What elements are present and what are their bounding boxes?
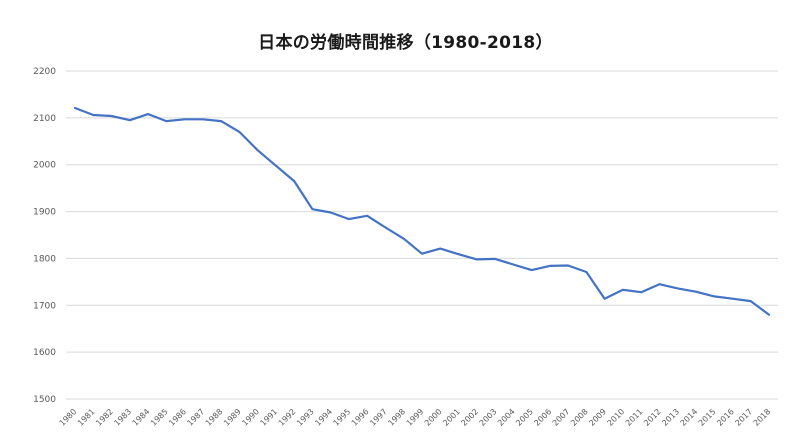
- data-point-1994: [328, 210, 333, 215]
- x-tick-label: 1989: [222, 407, 243, 428]
- x-tick-label: 2013: [660, 407, 681, 428]
- x-tick-label: 2010: [606, 407, 627, 428]
- x-tick-label: 1998: [386, 407, 407, 428]
- x-tick-label: 2008: [569, 407, 590, 428]
- data-point-1987: [200, 117, 205, 122]
- x-tick-label: 1997: [368, 407, 389, 428]
- data-point-1986: [182, 117, 187, 122]
- y-axis-ticks: 1500 1600 1700 1800 1900 2000 2100 2200: [33, 67, 56, 405]
- data-point-2010: [620, 287, 625, 292]
- x-tick-label: 2003: [478, 407, 499, 428]
- y-tick-label: 2100: [33, 114, 56, 124]
- y-tick-label: 2000: [33, 161, 56, 171]
- chart-title: 日本の労働時間推移（1980-2018）: [258, 33, 553, 53]
- x-tick-label: 1992: [277, 407, 298, 428]
- x-tick-label: 1982: [94, 407, 115, 428]
- data-point-1993: [310, 207, 315, 212]
- x-tick-label: 2002: [459, 407, 480, 428]
- data-point-2018: [767, 312, 772, 317]
- data-point-1991: [273, 163, 278, 168]
- data-point-2000: [438, 246, 443, 251]
- x-tick-label: 1996: [350, 407, 371, 428]
- x-tick-label: 2009: [587, 407, 608, 428]
- x-tick-label: 2000: [423, 407, 444, 428]
- data-point-2004: [511, 262, 516, 267]
- data-point-1988: [219, 119, 224, 124]
- x-tick-label: 1988: [204, 407, 225, 428]
- data-point-1985: [164, 119, 169, 124]
- y-tick-label: 2200: [33, 67, 56, 77]
- x-tick-label: 1985: [149, 407, 170, 428]
- x-axis-ticks: 1980198119821983198419851986198719881989…: [58, 407, 773, 428]
- data-point-2015: [712, 294, 717, 299]
- y-tick-label: 1500: [33, 395, 56, 405]
- data-point-2017: [748, 299, 753, 304]
- y-tick-label: 1600: [33, 348, 56, 358]
- x-tick-label: 2001: [441, 407, 462, 428]
- data-point-2005: [529, 268, 534, 273]
- x-tick-label: 1980: [58, 407, 79, 428]
- x-tick-label: 1983: [112, 407, 133, 428]
- data-point-1999: [420, 251, 425, 256]
- y-tick-label: 1700: [33, 301, 56, 311]
- x-tick-label: 1999: [405, 407, 426, 428]
- x-tick-label: 1984: [131, 407, 152, 428]
- grid-lines: [66, 70, 778, 400]
- data-point-2007: [566, 263, 571, 268]
- data-point-1995: [346, 217, 351, 222]
- x-tick-label: 2017: [733, 407, 754, 428]
- x-tick-label: 2016: [715, 407, 736, 428]
- x-tick-label: 1995: [332, 407, 353, 428]
- x-tick-label: 2006: [532, 407, 553, 428]
- data-point-2006: [547, 263, 552, 268]
- y-tick-label: 1800: [33, 254, 56, 264]
- data-point-1981: [91, 113, 96, 118]
- x-tick-label: 2018: [752, 407, 773, 428]
- data-point-2001: [456, 252, 461, 257]
- data-point-1997: [383, 225, 388, 230]
- x-tick-label: 2015: [697, 407, 718, 428]
- x-tick-label: 2004: [496, 407, 517, 428]
- data-point-2002: [474, 257, 479, 262]
- x-tick-label: 2014: [679, 407, 700, 428]
- data-point-2011: [639, 290, 644, 295]
- x-tick-label: 2012: [642, 407, 663, 428]
- data-point-2014: [693, 289, 698, 294]
- x-tick-label: 1990: [240, 407, 261, 428]
- x-tick-label: 2011: [624, 407, 645, 428]
- data-point-1990: [255, 148, 260, 153]
- data-point-1996: [365, 213, 370, 218]
- series-line: [73, 106, 771, 316]
- x-tick-label: 1994: [313, 407, 334, 428]
- x-tick-label: 1981: [76, 407, 97, 428]
- x-tick-label: 2007: [551, 407, 572, 428]
- data-point-2009: [602, 296, 607, 301]
- data-point-1980: [73, 106, 78, 111]
- data-point-2012: [657, 282, 662, 287]
- data-point-2008: [584, 270, 589, 275]
- data-point-1989: [237, 129, 242, 134]
- data-point-2013: [675, 286, 680, 291]
- x-tick-label: 1993: [295, 407, 316, 428]
- data-point-1984: [146, 112, 151, 117]
- x-tick-label: 1991: [259, 407, 280, 428]
- x-tick-label: 1986: [167, 407, 188, 428]
- series-layer: [73, 106, 772, 317]
- data-point-2003: [493, 256, 498, 261]
- y-tick-label: 1900: [33, 208, 56, 218]
- x-tick-label: 2005: [514, 407, 535, 428]
- data-point-2016: [730, 296, 735, 301]
- data-point-1982: [109, 113, 114, 118]
- x-tick-label: 1987: [185, 407, 206, 428]
- data-point-1998: [401, 236, 406, 241]
- data-point-1992: [292, 179, 297, 184]
- data-point-1983: [127, 118, 132, 123]
